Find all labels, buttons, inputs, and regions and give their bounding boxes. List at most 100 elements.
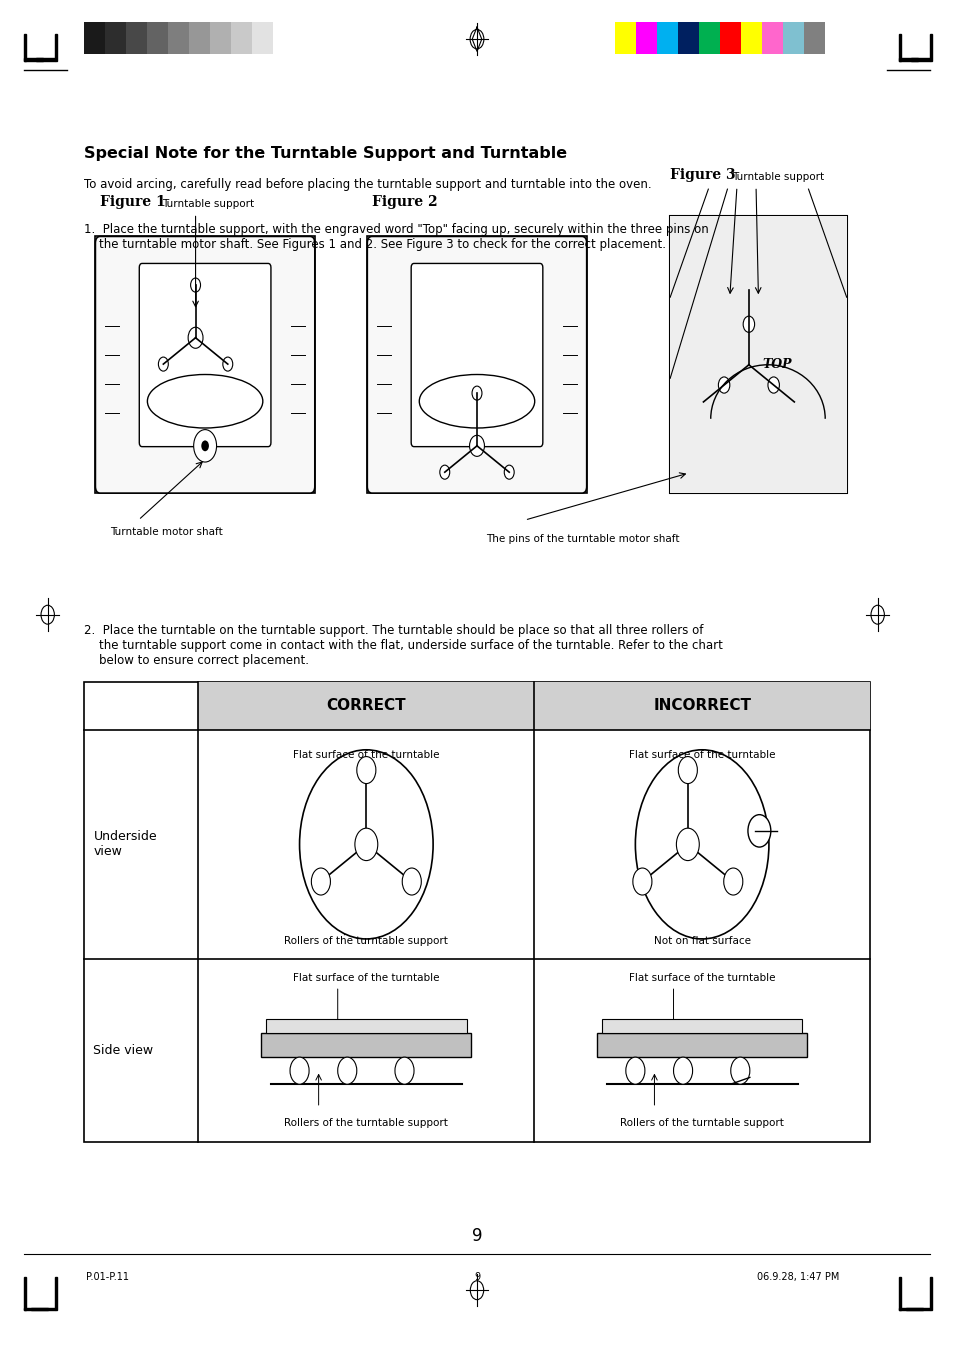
Bar — [105, 22, 126, 54]
Bar — [601, 1019, 801, 1032]
Circle shape — [193, 430, 216, 462]
Circle shape — [439, 465, 449, 480]
Bar — [210, 22, 231, 54]
Text: Rollers of the turntable support: Rollers of the turntable support — [284, 1119, 448, 1128]
Bar — [910, 58, 929, 61]
Bar — [24, 1277, 26, 1310]
Circle shape — [723, 869, 742, 896]
Bar — [231, 22, 252, 54]
FancyBboxPatch shape — [367, 236, 586, 493]
Text: 9: 9 — [474, 1271, 479, 1282]
Circle shape — [635, 750, 768, 939]
Bar — [898, 1277, 900, 1310]
Circle shape — [625, 1056, 644, 1084]
Text: Flat surface of the turntable: Flat surface of the turntable — [293, 973, 439, 982]
Bar — [24, 58, 43, 61]
Circle shape — [469, 435, 484, 457]
Text: 06.9.28, 1:47 PM: 06.9.28, 1:47 PM — [757, 1271, 839, 1282]
Text: Turntable motor shaft: Turntable motor shaft — [110, 527, 222, 536]
Circle shape — [395, 1056, 414, 1084]
Bar — [699, 22, 720, 54]
Bar — [657, 22, 678, 54]
FancyBboxPatch shape — [95, 236, 314, 493]
Bar — [126, 22, 147, 54]
Text: The pins of the turntable motor shaft: The pins of the turntable motor shaft — [486, 534, 679, 543]
Bar — [669, 216, 845, 493]
Bar — [36, 58, 55, 61]
Bar — [615, 22, 636, 54]
Bar — [740, 22, 761, 54]
Circle shape — [504, 465, 514, 480]
Circle shape — [191, 278, 200, 292]
Text: Figure 3: Figure 3 — [669, 169, 735, 182]
FancyBboxPatch shape — [411, 263, 542, 447]
Bar — [24, 1308, 48, 1310]
Text: Turntable support: Turntable support — [732, 173, 823, 182]
Bar — [720, 22, 740, 54]
Text: INCORRECT: INCORRECT — [653, 698, 750, 713]
Circle shape — [472, 386, 481, 400]
FancyBboxPatch shape — [139, 263, 271, 447]
Text: Rollers of the turntable support: Rollers of the turntable support — [284, 936, 448, 946]
Bar — [95, 236, 314, 493]
Circle shape — [299, 750, 433, 939]
Text: Special Note for the Turntable Support and Turntable: Special Note for the Turntable Support a… — [84, 146, 566, 161]
Text: Figure 1: Figure 1 — [100, 196, 166, 209]
Circle shape — [337, 1056, 356, 1084]
Text: Side view: Side view — [93, 1044, 153, 1056]
Bar — [678, 22, 699, 54]
Circle shape — [356, 757, 375, 784]
Bar — [669, 216, 845, 493]
Text: 2.  Place the turntable on the turntable support. The turntable should be place : 2. Place the turntable on the turntable … — [84, 624, 722, 667]
Bar — [266, 1019, 466, 1032]
Bar — [367, 236, 586, 493]
Bar — [24, 34, 26, 61]
Text: TOP: TOP — [762, 358, 791, 372]
Bar — [84, 22, 105, 54]
Bar — [261, 1032, 471, 1056]
Text: Flat surface of the turntable: Flat surface of the turntable — [293, 750, 439, 759]
Circle shape — [718, 377, 729, 393]
Circle shape — [290, 1056, 309, 1084]
Bar — [905, 1308, 929, 1310]
Bar — [782, 22, 803, 54]
Bar — [803, 22, 824, 54]
Bar — [898, 34, 900, 61]
Bar — [252, 22, 273, 54]
Circle shape — [223, 357, 233, 372]
Circle shape — [730, 1056, 749, 1084]
Circle shape — [402, 869, 421, 896]
Bar — [898, 1308, 922, 1310]
Text: Underside
view: Underside view — [93, 831, 157, 858]
Circle shape — [678, 757, 697, 784]
Text: Not on flat surface: Not on flat surface — [653, 936, 750, 946]
Bar — [929, 1277, 931, 1310]
Bar — [597, 1032, 806, 1056]
Text: Flat surface of the turntable: Flat surface of the turntable — [628, 973, 775, 982]
Text: 9: 9 — [471, 1227, 482, 1246]
Text: Turntable support: Turntable support — [162, 200, 254, 209]
Bar — [147, 22, 168, 54]
Circle shape — [742, 316, 754, 332]
Bar — [273, 22, 294, 54]
Circle shape — [747, 815, 770, 847]
Circle shape — [188, 327, 203, 349]
Bar — [898, 58, 917, 61]
Circle shape — [676, 828, 699, 861]
Bar — [929, 34, 931, 61]
Bar — [84, 682, 869, 1142]
Circle shape — [632, 869, 651, 896]
Bar — [168, 22, 189, 54]
Circle shape — [355, 828, 377, 861]
Circle shape — [311, 869, 330, 896]
Bar — [198, 682, 534, 730]
Bar — [55, 1277, 57, 1310]
Bar — [534, 682, 869, 730]
Circle shape — [673, 1056, 692, 1084]
Text: CORRECT: CORRECT — [326, 698, 406, 713]
Circle shape — [201, 440, 209, 451]
Bar — [189, 22, 210, 54]
Bar — [761, 22, 782, 54]
Bar — [55, 34, 57, 61]
Text: To avoid arcing, carefully read before placing the turntable support and turntab: To avoid arcing, carefully read before p… — [84, 178, 651, 192]
